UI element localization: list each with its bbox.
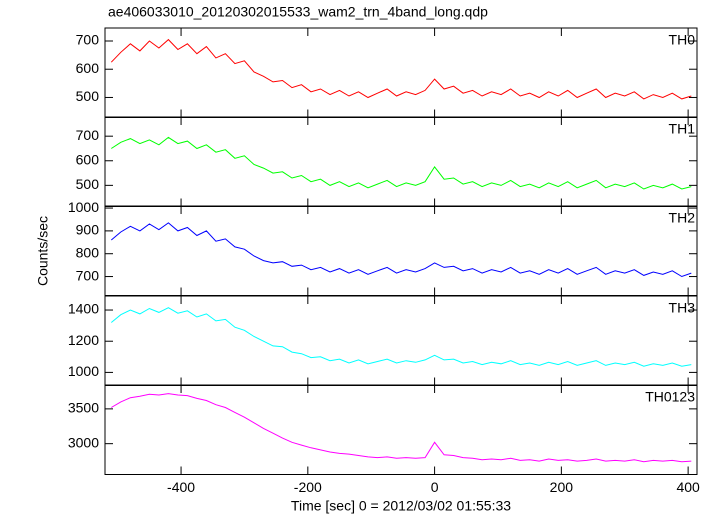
y-tick-label: 800: [76, 244, 100, 260]
y-tick-label: 600: [76, 60, 100, 76]
y-tick-label: 1000: [68, 199, 99, 215]
y-tick-label: 600: [76, 151, 100, 167]
y-tick-label: 700: [76, 127, 100, 143]
y-tick-label: 700: [76, 32, 100, 48]
panel-label: TH0: [669, 32, 696, 48]
y-tick-label: 1400: [68, 301, 99, 317]
x-tick-label: -200: [294, 479, 322, 495]
y-tick-label: 1200: [68, 332, 99, 348]
x-tick-label: 400: [676, 479, 700, 495]
y-tick-label: 500: [76, 176, 100, 192]
chart-title: ae406033010_20120302015533_wam2_trn_4ban…: [108, 4, 488, 20]
x-tick-label: 200: [550, 479, 574, 495]
x-axis-label: Time [sec] 0 = 2012/03/02 01:55:33: [291, 498, 511, 514]
data-line: [110, 38, 692, 100]
panel-label: TH3: [669, 300, 696, 316]
y-tick-label: 1000: [68, 363, 99, 379]
y-axis-label: Counts/sec: [35, 216, 51, 286]
panel-frame: [104, 295, 698, 386]
y-tick-label: 3000: [68, 434, 99, 450]
y-tick-label: 500: [76, 88, 100, 104]
panel-label: TH0123: [645, 389, 695, 405]
y-tick-label: 700: [76, 267, 100, 283]
panel-frame: [104, 27, 698, 118]
panel-label: TH2: [669, 210, 696, 226]
panel-label: TH1: [669, 121, 696, 137]
x-tick-label: 0: [431, 479, 439, 495]
y-tick-label: 3500: [68, 400, 99, 416]
panel-frame: [104, 205, 698, 296]
y-tick-label: 900: [76, 222, 100, 238]
x-tick-label: -400: [167, 479, 195, 495]
data-line: [110, 222, 692, 278]
data-line: [111, 393, 692, 463]
panel-frame: [104, 384, 698, 475]
panel-frame: [104, 116, 698, 207]
data-line: [110, 307, 692, 367]
data-line: [111, 136, 692, 190]
